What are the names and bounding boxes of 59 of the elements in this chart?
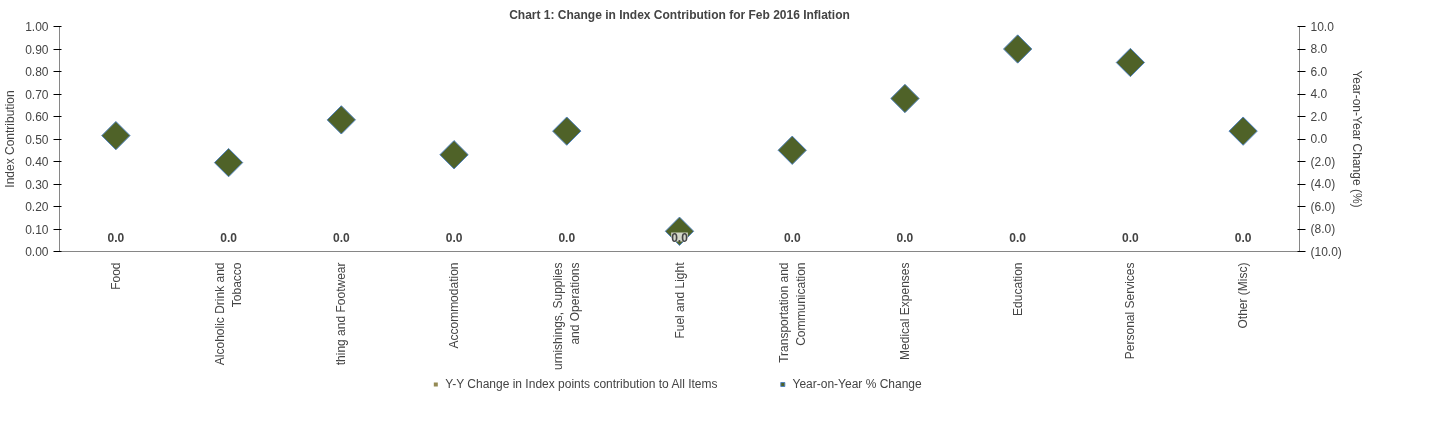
y-axis-title: Index Contribution xyxy=(3,90,18,188)
y-tick-label: 0.60 xyxy=(25,110,49,124)
data-label: 0.0 xyxy=(896,230,914,245)
point xyxy=(890,83,920,114)
y2-tick-label: 4.0 xyxy=(1310,87,1328,101)
point xyxy=(1003,34,1033,64)
point xyxy=(552,116,582,146)
y2-tick-label: (2.0) xyxy=(1310,154,1336,169)
data-label: 0.0 xyxy=(1234,230,1252,245)
data-label: 0.0 xyxy=(107,230,125,245)
point xyxy=(326,105,356,135)
x-tick-label: Alcoholic Drink and Tobacco xyxy=(213,262,244,366)
data-label: 0.0 xyxy=(671,230,689,245)
data-label: 0.0 xyxy=(332,230,350,245)
data-label: 0.0 xyxy=(220,230,238,245)
point xyxy=(101,120,131,151)
y2-tick-label: 0.0 xyxy=(1310,132,1328,146)
chart-title: Chart 1: Change in Index Contribution for Feb 2016 Inflation xyxy=(509,7,850,22)
y2-tick-label: (4.0) xyxy=(1310,177,1336,191)
data-label: 0.0 xyxy=(558,230,576,245)
data-label: 0.0 xyxy=(1122,230,1140,245)
y2-tick-label: (8.0) xyxy=(1310,222,1336,236)
y-tick-label: 1.00 xyxy=(25,20,49,34)
x-tick-label: Education xyxy=(1010,262,1025,316)
y2-tick-label: (10.0) xyxy=(1310,244,1342,259)
x-tick-label: Fuel and Light xyxy=(672,261,687,339)
data-label: 0.0 xyxy=(783,230,801,245)
y-tick-label: 0.40 xyxy=(25,155,49,169)
y-tick-label: 0.30 xyxy=(25,177,49,192)
x-tick-label: thing and Footwear xyxy=(334,262,349,366)
x-tick-label: Food xyxy=(108,262,123,290)
y2-tick-label: 6.0 xyxy=(1310,64,1328,79)
y2-tick-label: (6.0) xyxy=(1310,199,1336,214)
point xyxy=(213,147,244,178)
point xyxy=(439,140,469,170)
y-tick-label: 0.80 xyxy=(25,65,49,79)
x-tick-label: urnishings, Supplies and Operations xyxy=(551,262,583,370)
y2-tick-label: 2.0 xyxy=(1310,109,1328,124)
x-tick-label: Personal Services xyxy=(1123,262,1138,360)
data-label: 0.0 xyxy=(445,230,463,245)
data-label: 0.0 xyxy=(1009,230,1027,245)
y-tick-label: 0.50 xyxy=(25,132,49,147)
y-tick-label: 0.00 xyxy=(25,245,49,259)
y2-tick-label: 10.0 xyxy=(1310,19,1335,34)
legend-label: Y-Y Change in Index points contribution to All Items xyxy=(445,377,718,391)
y-tick-label: 0.20 xyxy=(25,200,49,214)
legend-label: Year-on-Year % Change xyxy=(792,377,922,391)
y-tick-label: 0.70 xyxy=(25,87,49,102)
y-tick-label: 0.10 xyxy=(25,222,49,237)
x-tick-label: Transportation and Communication xyxy=(776,262,808,363)
point xyxy=(1228,116,1258,146)
y2-tick-label: 8.0 xyxy=(1310,42,1328,56)
point xyxy=(1115,47,1146,78)
y-tick-label: 0.90 xyxy=(25,42,49,57)
y2-axis-title: Year-on-Year Change (%) xyxy=(1349,70,1364,208)
x-tick-label: Other (Misc) xyxy=(1236,262,1251,329)
point xyxy=(777,135,807,165)
x-tick-label: Medical Expenses xyxy=(897,262,912,360)
x-tick-label: Accommodation xyxy=(447,262,462,349)
